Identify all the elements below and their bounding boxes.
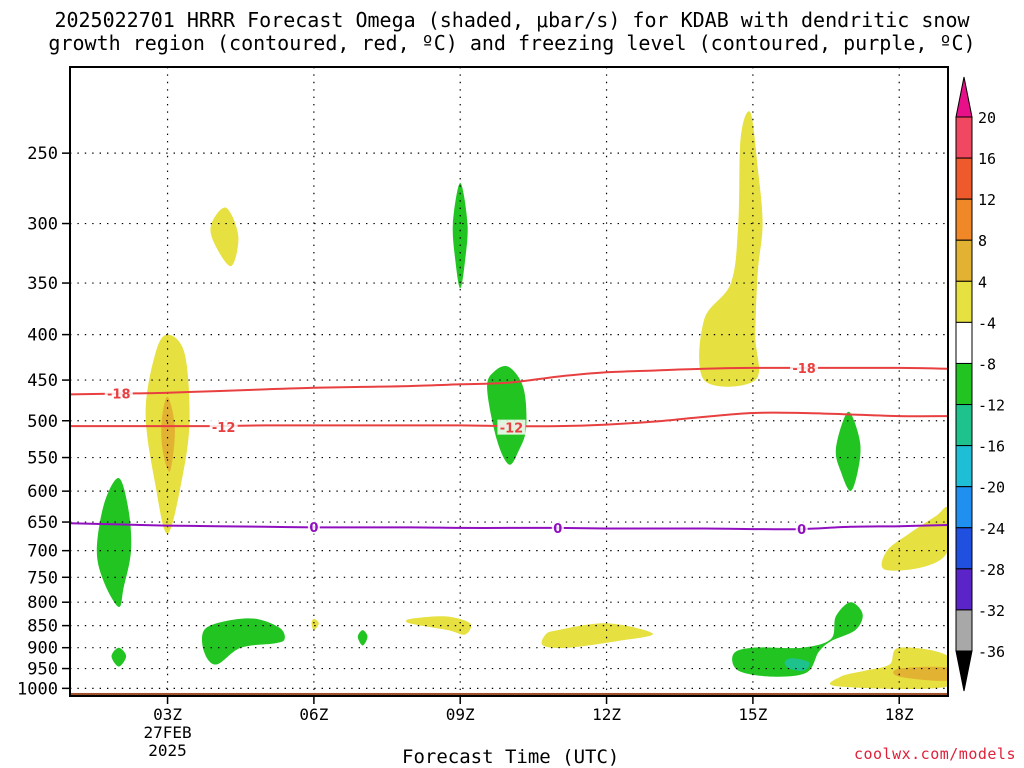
- omega-region-green-09z-300hpa: [452, 182, 468, 289]
- x-tick-sublabel-2025: 2025: [148, 741, 187, 760]
- y-tick-label-300: 300: [27, 215, 58, 235]
- isotherm-label--18-0: -18: [107, 388, 131, 403]
- y-tick-label-950: 950: [27, 660, 58, 680]
- chart-title-line-2: growth region (contoured, red, ºC) and f…: [48, 31, 976, 55]
- omega-region-green-17z-mid: [835, 411, 861, 492]
- colorbar-label--36: -36: [978, 643, 1005, 661]
- axes: 2503003504004505005506006507007508008509…: [17, 66, 949, 760]
- omega-region-orange-18z-965: [893, 666, 948, 681]
- y-tick-label-750: 750: [27, 568, 58, 588]
- colorbar-box--8: [955, 362, 973, 406]
- omega-region-green-16z-930: [732, 602, 863, 677]
- omega-region-green-02z-920: [111, 647, 127, 667]
- colorbar-label-20: 20: [978, 109, 996, 127]
- y-tick-label-850: 850: [27, 617, 58, 637]
- x-tick-sublabel-27FEB: 27FEB: [143, 723, 191, 742]
- omega-region-yellow-06z-speck: [311, 618, 319, 631]
- colorbar-label-8: 8: [978, 232, 987, 250]
- colorbar-box-8: [955, 239, 973, 282]
- colorbar-box-16: [955, 157, 973, 200]
- isotherm-label-bg--12-1: [497, 419, 526, 435]
- isotherm-label-0-2: 0: [797, 523, 806, 538]
- colorbar-label-16: 16: [978, 150, 996, 168]
- isotherm-label--12-1: -12: [500, 422, 524, 437]
- plot-frame: [69, 66, 949, 697]
- isotherm-label--18-1: -18: [792, 362, 816, 377]
- y-tick-label-900: 900: [27, 639, 58, 659]
- x-tick-label-03Z: 03Z: [153, 705, 182, 724]
- terrain-band: [70, 692, 948, 696]
- isotherm-label--12-0: -12: [212, 421, 236, 436]
- x-tick-label-06Z: 06Z: [299, 705, 328, 724]
- colorbar-label--12: -12: [978, 397, 1005, 415]
- y-tick-label-650: 650: [27, 513, 58, 533]
- chart-title-line-1: 2025022701 HRRR Forecast Omega (shaded, …: [54, 8, 970, 32]
- colorbar-box--28: [955, 568, 973, 611]
- colorbar-box-12: [955, 198, 973, 241]
- isotherm-label-bg--18-1: [790, 359, 819, 375]
- colorbar-label--32: -32: [978, 602, 1005, 620]
- colorbar-box-20: [955, 116, 973, 159]
- omega-region-yellow-19z-680: [881, 506, 948, 571]
- x-tick-label-09Z: 09Z: [446, 705, 475, 724]
- isotherm-label-0-0: 0: [309, 521, 318, 536]
- colorbar-box--16: [955, 445, 973, 488]
- isotherm-label-bg--18-0: [104, 385, 133, 401]
- isotherm-label-bg-0-0: [307, 518, 320, 534]
- plot-area: -18 -18 -12 -12 0 0 0: [70, 67, 948, 696]
- omega-region-green-04z-870: [201, 618, 285, 665]
- omega-region-yellow-12z-870: [541, 623, 653, 648]
- colorbar-label--28: -28: [978, 561, 1005, 579]
- colorbar-label-4: 4: [978, 273, 987, 291]
- omega-region-green-10z-480hpa: [487, 365, 527, 465]
- colorbar-top-arrow: [955, 76, 973, 118]
- colorbar-box--20: [955, 486, 973, 529]
- colorbar-label--16: -16: [978, 438, 1005, 456]
- colorbar-bottom-arrow: [955, 650, 973, 692]
- colorbar-box--24: [955, 527, 973, 570]
- x-tick-label-15Z: 15Z: [738, 705, 767, 724]
- isotherm-label-0-1: 0: [553, 522, 562, 537]
- isotherm-label-bg-0-2: [795, 521, 808, 537]
- omega-region-orange-03z-core: [161, 396, 175, 472]
- y-tick-label-400: 400: [27, 326, 58, 346]
- y-tick-label-700: 700: [27, 542, 58, 562]
- colorbar-box-4: [955, 280, 973, 323]
- y-tick-label-500: 500: [27, 412, 58, 432]
- y-tick-label-450: 450: [27, 371, 58, 391]
- x-tick-label-12Z: 12Z: [592, 705, 621, 724]
- x-tick-label-18Z: 18Z: [885, 705, 914, 724]
- source-credit[interactable]: coolwx.com/models: [853, 745, 1016, 763]
- colorbar-box--4: [955, 321, 973, 364]
- isotherm-label-bg--12-0: [209, 418, 238, 434]
- colorbar: 20 16 12 8 4 -4 -8 -12 -16 -20 -24 -28 -32 -36: [955, 76, 1005, 692]
- colorbar-label--8: -8: [978, 355, 996, 373]
- isotherm-0: [70, 522, 948, 531]
- y-tick-label-550: 550: [27, 449, 58, 469]
- colorbar-label-12: 12: [978, 191, 996, 209]
- y-tick-label-250: 250: [27, 144, 58, 164]
- colorbar-label--24: -24: [978, 520, 1005, 538]
- omega-region-green-02z-low: [96, 478, 132, 608]
- omega-region-green-07z-speck: [357, 630, 368, 646]
- omega-region-teal-16z: [784, 658, 810, 671]
- y-tick-label-350: 350: [27, 274, 58, 294]
- colorbar-box--12: [955, 404, 973, 447]
- y-tick-label-600: 600: [27, 482, 58, 502]
- x-axis-label: Forecast Time (UTC): [402, 746, 620, 768]
- y-tick-label-1000: 1000: [17, 679, 58, 699]
- isotherm-label-bg-0-1: [551, 519, 564, 535]
- colorbar-label--20: -20: [978, 479, 1005, 497]
- colorbar-label--4: -4: [978, 314, 996, 332]
- omega-region-yellow-09z-845: [406, 616, 472, 635]
- omega-region-yellow-04z-300hpa: [210, 207, 239, 267]
- colorbar-box--32: [955, 609, 973, 652]
- omega-region-yellow-15z-upper: [699, 111, 763, 387]
- y-tick-label-800: 800: [27, 593, 58, 613]
